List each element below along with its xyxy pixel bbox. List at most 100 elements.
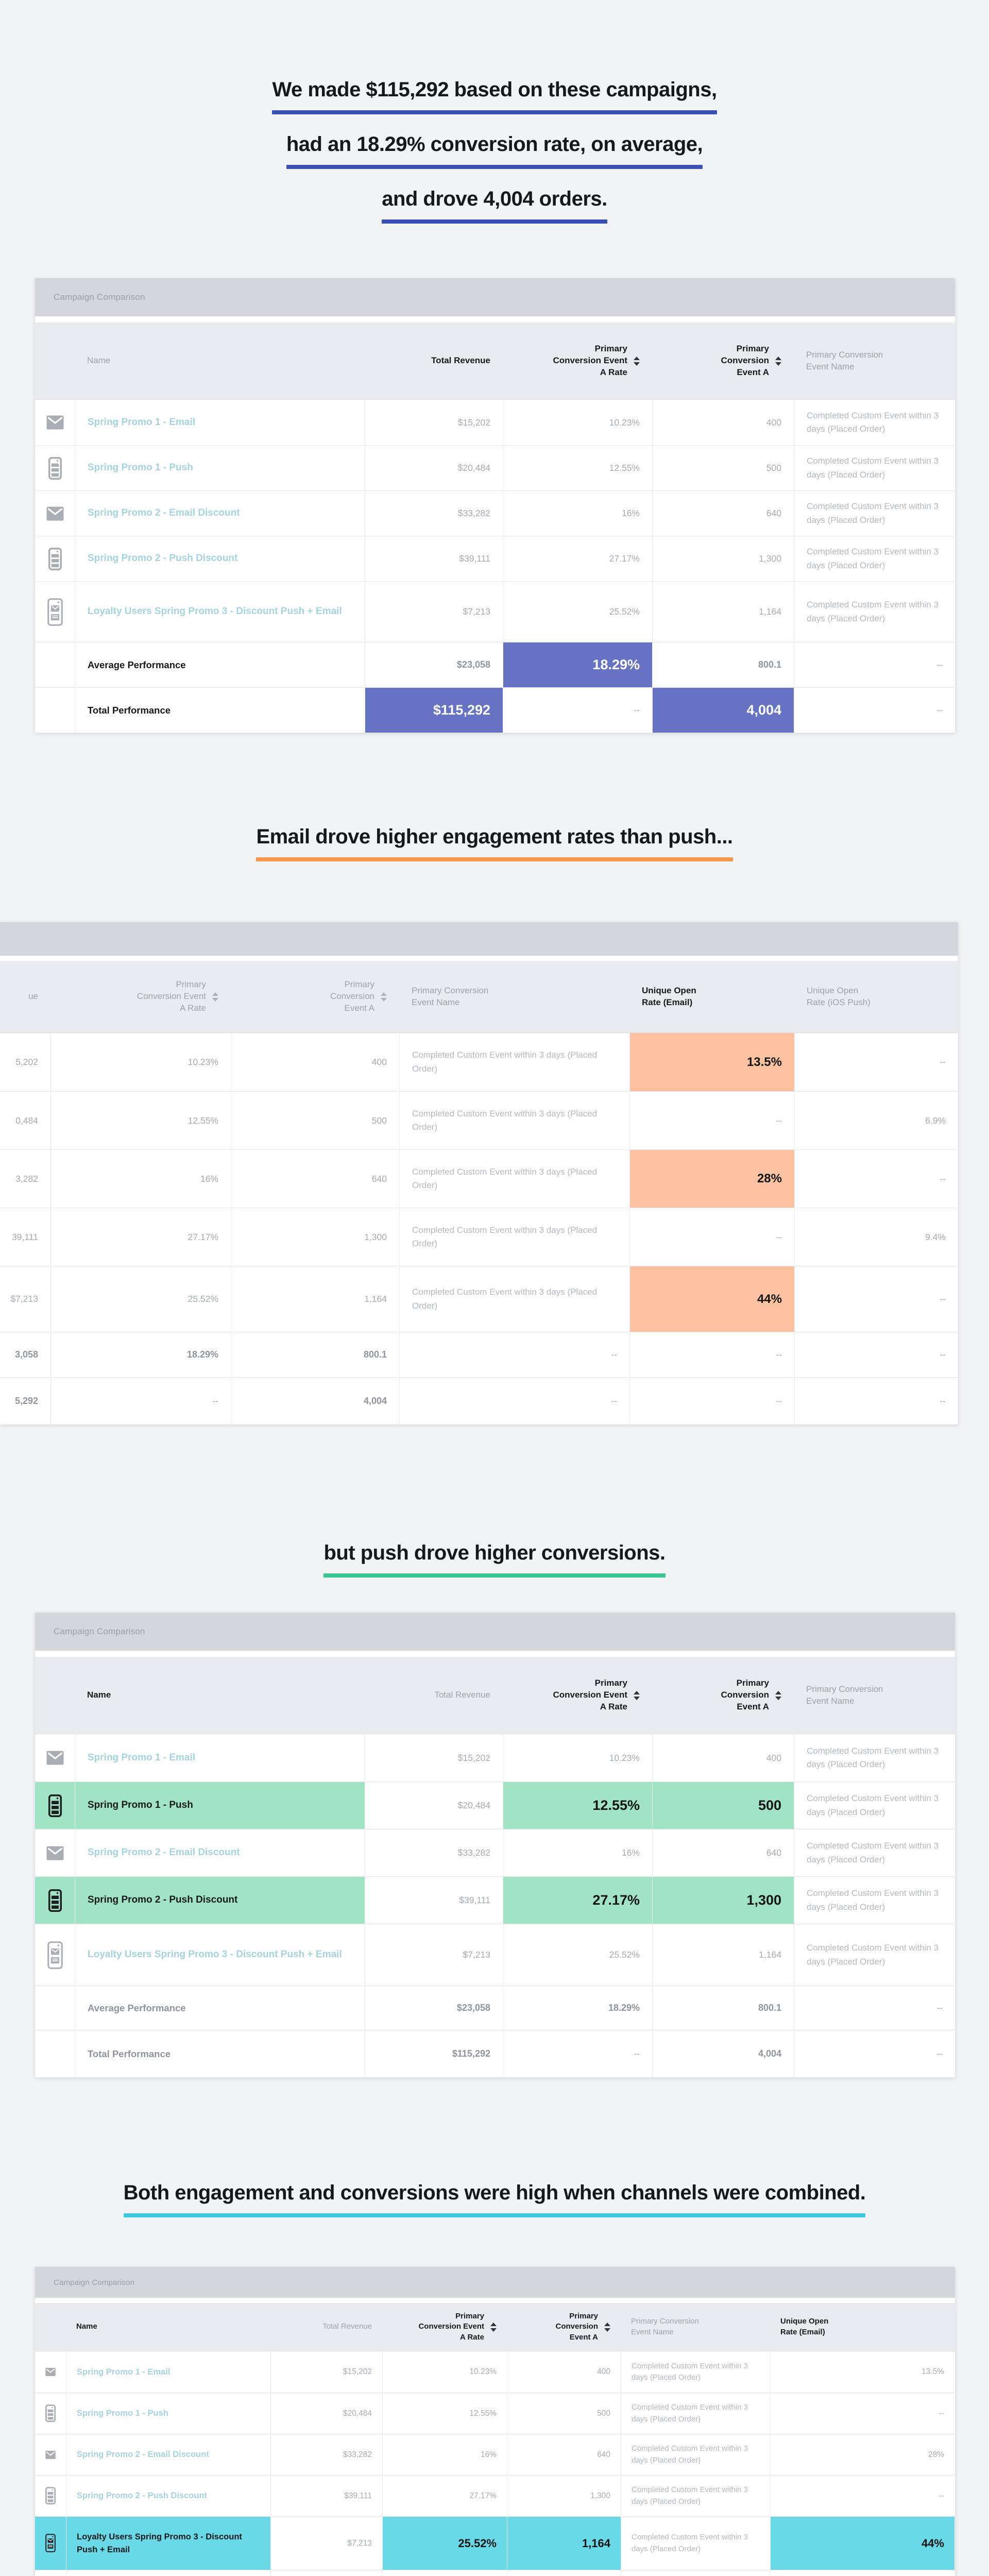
column-header-icon bbox=[35, 2303, 66, 2351]
summary-row: Total Performance $115,292 -- 4,004 -- bbox=[35, 687, 955, 733]
cell-eventName: Completed Custom Event within 3 days (Pl… bbox=[399, 1150, 629, 1208]
cell-icon bbox=[35, 400, 75, 445]
campaign-name-link[interactable]: Spring Promo 1 - Email bbox=[88, 1752, 196, 1763]
cell-revenue: $15,202 bbox=[270, 2351, 382, 2393]
cell-eventA: 500 bbox=[507, 2393, 621, 2434]
column-header-label: Total Revenue bbox=[322, 2322, 372, 2331]
cell-value: 4,004 bbox=[363, 1396, 387, 1406]
cell-value: $7,213 bbox=[463, 1950, 490, 1960]
column-header-rate[interactable]: Primary Conversion Event A Rate bbox=[503, 323, 652, 399]
cell-rate: 25.52% bbox=[503, 582, 652, 642]
cell-value: 39,111 bbox=[12, 1231, 38, 1242]
campaign-name-link[interactable]: Spring Promo 1 - Push bbox=[88, 462, 193, 473]
cell-eventName: Completed Custom Event within 3 days (Pl… bbox=[794, 1924, 955, 1986]
headline-text: Both engagement and conversions were hig… bbox=[123, 2181, 866, 2204]
column-header-eventName: Primary Conversion Event Name bbox=[399, 961, 629, 1032]
cell-value: -- bbox=[939, 2491, 944, 2500]
column-header-label: Total Revenue bbox=[431, 355, 490, 366]
campaign-name: Loyalty Users Spring Promo 3 - Discount … bbox=[77, 2532, 242, 2554]
cell-eventName: Completed Custom Event within 3 days (Pl… bbox=[794, 1829, 955, 1876]
cell-value: 16% bbox=[480, 2450, 497, 2459]
cell-name: Spring Promo 2 - Email Discount bbox=[66, 2434, 270, 2475]
cell-rate: 18.29% bbox=[382, 2570, 507, 2576]
campaign-name-link[interactable]: Spring Promo 2 - Email Discount bbox=[77, 2450, 209, 2460]
column-header-eventA[interactable]: Primary Conversion Event A bbox=[652, 1657, 794, 1734]
cell-value: 1,164 bbox=[759, 606, 781, 617]
headline-line: We made $115,292 based on these campaign… bbox=[272, 77, 717, 114]
campaign-name-link[interactable]: Spring Promo 2 - Email Discount bbox=[88, 507, 240, 519]
column-header-label: Primary Conversion Event A bbox=[721, 1678, 769, 1711]
cell-eventName: Completed Custom Event within 3 days (Pl… bbox=[794, 491, 955, 536]
headline-underline bbox=[272, 110, 717, 114]
campaign-name-link[interactable]: Loyalty Users Spring Promo 3 - Discount … bbox=[88, 606, 342, 617]
cell-icon bbox=[35, 582, 75, 642]
cell-email: 28% bbox=[770, 2434, 954, 2475]
cell-eventName: -- bbox=[794, 2030, 955, 2077]
cell-eventA: 640 bbox=[652, 1829, 794, 1876]
column-header-label: Primary Conversion Event Name bbox=[631, 2317, 699, 2336]
column-header-rate[interactable]: Primary Conversion Event A Rate bbox=[382, 2303, 507, 2351]
email-icon bbox=[46, 1846, 63, 1860]
campaign-name-link[interactable]: Spring Promo 2 - Email Discount bbox=[88, 1847, 240, 1858]
cell-value: 10.23% bbox=[609, 417, 640, 428]
cell-name: Spring Promo 1 - Push bbox=[66, 2393, 270, 2434]
push-notification-icon bbox=[48, 456, 62, 480]
cell-icon bbox=[35, 2517, 66, 2570]
column-header-label: Unique Open Rate (Email) bbox=[642, 985, 696, 1007]
cell-rate: 27.17% bbox=[382, 2476, 507, 2516]
cell-name: Total Performance bbox=[75, 2030, 365, 2077]
column-header-rate[interactable]: Primary Conversion Event A Rate bbox=[50, 961, 231, 1032]
cell-value: $23,058 bbox=[456, 659, 490, 670]
cell-eventName: Completed Custom Event within 3 days (Pl… bbox=[794, 446, 955, 490]
campaign-name-link[interactable]: Spring Promo 2 - Push Discount bbox=[77, 2491, 208, 2501]
cell-name: Average Performance bbox=[75, 642, 365, 687]
campaign-row: Spring Promo 2 - Email Discount $33,282 16… bbox=[35, 1829, 955, 1876]
cell-revenue: 3,282 bbox=[0, 1150, 50, 1208]
cell-revenue: $15,202 bbox=[365, 400, 503, 445]
column-header-rate[interactable]: Primary Conversion Event A Rate bbox=[503, 1657, 652, 1734]
campaign-name-link[interactable]: Spring Promo 2 - Push Discount bbox=[88, 553, 238, 564]
campaign-name-link[interactable]: Spring Promo 1 - Email bbox=[77, 2367, 170, 2377]
cell-value: -- bbox=[940, 1057, 946, 1067]
cell-name: Spring Promo 1 - Email bbox=[66, 2351, 270, 2393]
email-icon bbox=[46, 506, 63, 520]
cell-rate: 16% bbox=[503, 491, 652, 536]
cell-icon bbox=[35, 536, 75, 581]
cell-revenue: $33,282 bbox=[365, 1829, 503, 1876]
column-header-eventA[interactable]: Primary Conversion Event A bbox=[231, 961, 399, 1032]
column-header-eventA[interactable]: Primary Conversion Event A bbox=[652, 323, 794, 399]
cell-rate: -- bbox=[503, 688, 652, 733]
cell-value: Completed Custom Event within 3 days (Pl… bbox=[807, 1888, 939, 1912]
cell-value: 4,004 bbox=[746, 702, 781, 718]
cell-eventA: 1,300 bbox=[231, 1208, 399, 1266]
cell-icon bbox=[35, 2351, 66, 2393]
cell-rate: 12.55% bbox=[503, 446, 652, 490]
headline-underline bbox=[286, 165, 703, 169]
cell-eventName: -- bbox=[399, 1332, 629, 1377]
cell-icon bbox=[35, 1782, 75, 1829]
cell-value: 3,282 bbox=[15, 1173, 38, 1184]
headline-engagement: Email drove higher engagement rates than… bbox=[0, 824, 989, 879]
cell-name: Average Performance bbox=[66, 2570, 270, 2576]
cell-icon bbox=[35, 2434, 66, 2475]
cell-ios: -- bbox=[794, 1266, 958, 1332]
column-header-revenue: Total Revenue bbox=[365, 323, 503, 399]
campaign-name-link[interactable]: Loyalty Users Spring Promo 3 - Discount … bbox=[88, 1949, 342, 1960]
cell-revenue: $20,484 bbox=[270, 2393, 382, 2434]
column-header-eventA[interactable]: Primary Conversion Event A bbox=[507, 2303, 621, 2351]
cell-eventName: Completed Custom Event within 3 days (Pl… bbox=[621, 2351, 770, 2393]
cell-eventName: Completed Custom Event within 3 days (Pl… bbox=[399, 1266, 629, 1332]
cell-rate: 12.55% bbox=[382, 2393, 507, 2434]
cell-value: 44% bbox=[921, 2536, 944, 2550]
campaign-name-link[interactable]: Spring Promo 1 - Email bbox=[88, 416, 196, 428]
cell-eventA: 1,300 bbox=[652, 1877, 794, 1924]
cell-value: 12.55% bbox=[592, 1798, 640, 1813]
cell-eventName: Completed Custom Event within 3 days (Pl… bbox=[621, 2476, 770, 2516]
column-header-email: Unique Open Rate (Email) bbox=[770, 2303, 954, 2351]
headline-underline bbox=[256, 857, 733, 861]
campaign-name-link[interactable]: Spring Promo 1 - Push bbox=[77, 2409, 168, 2418]
column-header-label: Primary Conversion Event A Rate bbox=[553, 1678, 627, 1711]
headline-underline bbox=[382, 219, 607, 224]
cell-eventName: Completed Custom Event within 3 days (Pl… bbox=[794, 582, 955, 642]
cell-eventA: 1,164 bbox=[652, 582, 794, 642]
